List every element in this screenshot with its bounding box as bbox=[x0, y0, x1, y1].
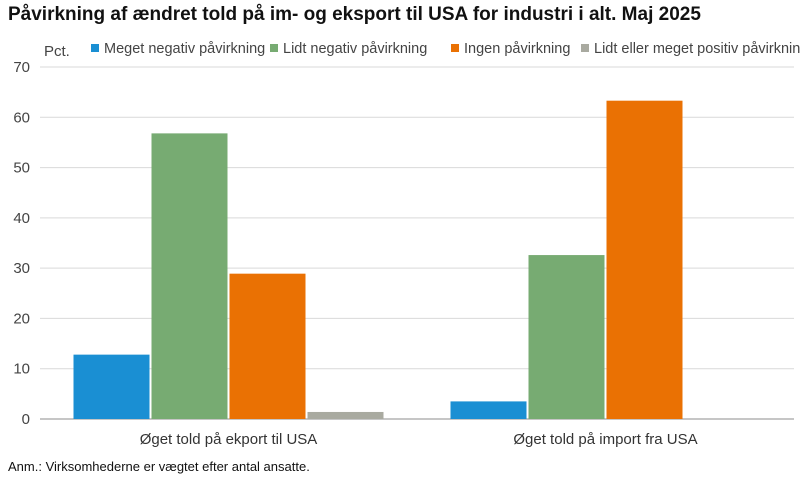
y-tick-label: 50 bbox=[13, 160, 30, 177]
x-category-label: Øget told på import fra USA bbox=[513, 431, 697, 448]
y-tick-label: 0 bbox=[22, 411, 30, 428]
legend-swatch bbox=[91, 44, 99, 52]
legend-label: Lidt negativ påvirkning bbox=[283, 41, 427, 57]
bar bbox=[151, 133, 228, 419]
x-category-label: Øget told på ekport til USA bbox=[140, 431, 318, 448]
legend-swatch bbox=[270, 44, 278, 52]
y-tick-label: 30 bbox=[13, 260, 30, 277]
legend-swatch bbox=[451, 44, 459, 52]
footnote: Anm.: Virksomhederne er vægtet efter ant… bbox=[8, 459, 310, 474]
y-tick-label: 40 bbox=[13, 210, 30, 227]
y-axis-label: Pct. bbox=[44, 43, 70, 60]
y-tick-label: 60 bbox=[13, 109, 30, 126]
legend-swatch bbox=[581, 44, 589, 52]
y-tick-label: 10 bbox=[13, 361, 30, 378]
y-axis-ticks: 0 10 20 30 40 50 60 70 bbox=[13, 59, 30, 428]
x-axis-labels: Øget told på ekport til USA Øget told på … bbox=[140, 431, 698, 448]
legend: Meget negativ påvirkning Lidt negativ påv… bbox=[91, 41, 800, 57]
bar bbox=[606, 100, 683, 419]
bar bbox=[450, 401, 527, 419]
legend-label: Meget negativ påvirkning bbox=[104, 41, 265, 57]
bar bbox=[229, 273, 306, 419]
y-tick-label: 20 bbox=[13, 310, 30, 327]
bar bbox=[73, 354, 150, 419]
y-tick-label: 70 bbox=[13, 59, 30, 76]
bar bbox=[528, 255, 605, 419]
legend-label: Lidt eller meget positiv påvirkning bbox=[594, 41, 800, 57]
bars bbox=[73, 100, 683, 419]
chart-title: Påvirkning af ændret told på im- og eksp… bbox=[8, 4, 701, 25]
legend-label: Ingen påvirkning bbox=[464, 41, 570, 57]
bar bbox=[307, 411, 384, 419]
